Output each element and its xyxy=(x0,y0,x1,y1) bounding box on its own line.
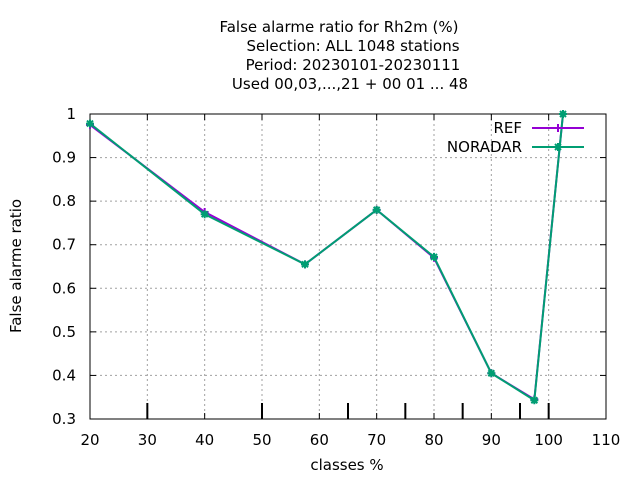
x-tick-label: 20 xyxy=(80,431,99,449)
title-line-3: Period: 20230101-20230111 xyxy=(246,56,461,74)
legend-marker-noradar xyxy=(554,143,562,151)
y-axis-ticks: 0.3 0.4 0.5 0.6 0.7 0.8 0.9 1 xyxy=(52,105,606,428)
y-tick-label: 1 xyxy=(66,105,76,123)
y-tick-label: 0.6 xyxy=(52,279,76,297)
y-tick-label: 0.9 xyxy=(52,149,76,167)
plot-frame xyxy=(89,113,607,420)
title-line-2: Selection: ALL 1048 stations xyxy=(246,37,459,55)
x-tick-label: 50 xyxy=(252,431,271,449)
x-tick-label: 110 xyxy=(592,431,621,449)
x-axis-ticks: 20 30 40 50 60 70 80 90 100 110 xyxy=(80,114,620,449)
x-tick-label: 70 xyxy=(367,431,386,449)
class-marks xyxy=(146,403,550,419)
legend-label-noradar: NORADAR xyxy=(447,138,522,156)
x-tick-label: 40 xyxy=(195,431,214,449)
y-tick-label: 0.5 xyxy=(52,323,76,341)
x-axis-label: classes % xyxy=(310,456,383,474)
legend-marker-ref xyxy=(554,124,562,132)
title-line-1: False alarme ratio for Rh2m (%) xyxy=(219,18,458,36)
data-point-noradar xyxy=(301,260,309,269)
x-tick-label: 60 xyxy=(310,431,329,449)
y-tick-label: 0.4 xyxy=(52,366,76,384)
title-line-4: Used 00,03,...,21 + 00 01 ... 48 xyxy=(232,75,468,93)
grid xyxy=(90,114,606,419)
series-line-ref xyxy=(89,113,564,401)
data-point-noradar xyxy=(430,252,438,261)
y-axis-label: False alarme ratio xyxy=(7,199,25,333)
y-tick-label: 0.3 xyxy=(52,410,76,428)
data-point-noradar xyxy=(200,210,209,219)
x-tick-label: 80 xyxy=(424,431,443,449)
data-series xyxy=(86,110,567,405)
data-point-noradar xyxy=(372,205,381,214)
legend-label-ref: REF xyxy=(493,119,522,137)
y-tick-label: 0.7 xyxy=(52,236,76,254)
x-tick-label: 100 xyxy=(534,431,563,449)
legend: REF NORADAR xyxy=(447,119,584,156)
chart-title: False alarme ratio for Rh2m (%) Selectio… xyxy=(219,18,468,93)
data-point-noradar xyxy=(559,110,567,118)
data-point-noradar xyxy=(487,369,496,378)
x-tick-label: 90 xyxy=(482,431,501,449)
x-tick-label: 30 xyxy=(138,431,157,449)
data-point-noradar xyxy=(530,396,539,405)
series-line-noradar xyxy=(89,113,564,402)
y-tick-label: 0.8 xyxy=(52,192,76,210)
data-point-noradar xyxy=(86,119,94,128)
